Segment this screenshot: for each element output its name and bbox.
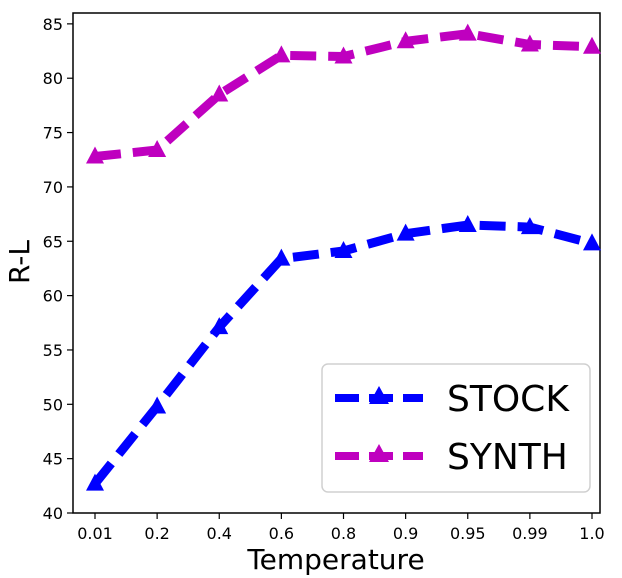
legend-stock-marker (369, 386, 389, 404)
y-tick-label: 40 (43, 504, 63, 523)
y-tick-label: 45 (43, 450, 63, 469)
x-tick-label: 0.01 (77, 524, 113, 543)
x-tick-label: 0.95 (450, 524, 486, 543)
legend: STOCK SYNTH (321, 363, 591, 493)
x-tick-label: 0.8 (331, 524, 356, 543)
y-tick-label: 50 (43, 395, 63, 414)
data-point-synth (148, 139, 167, 157)
data-point-synth (583, 36, 601, 54)
data-point-synth (272, 45, 291, 63)
data-point-synth (520, 34, 539, 52)
data-point-synth (396, 31, 415, 49)
y-axis-label: R-L (3, 240, 36, 284)
data-point-synth (210, 84, 229, 102)
data-point-stock (334, 241, 353, 259)
x-axis-ticks: 0.01 0.2 0.4 0.6 0.8 0.9 0.95 0.99 1.0 (77, 513, 605, 543)
x-tick-label: 0.99 (512, 524, 548, 543)
data-point-synth (334, 46, 353, 64)
data-point-stock (210, 317, 229, 335)
legend-stock-label: STOCK (447, 379, 570, 420)
data-point-stock (272, 248, 291, 266)
y-tick-label: 85 (43, 15, 63, 34)
data-point-stock (86, 473, 104, 491)
y-tick-label: 55 (43, 341, 63, 360)
series-layer (86, 23, 601, 491)
data-point-stock (583, 233, 601, 251)
legend-synth-marker (369, 444, 389, 462)
data-point-stock (148, 396, 167, 414)
x-tick-label: 0.9 (393, 524, 418, 543)
x-axis-label: Temperature (246, 543, 424, 576)
x-tick-label: 0.4 (207, 524, 232, 543)
y-tick-label: 60 (43, 287, 63, 306)
y-tick-label: 80 (43, 69, 63, 88)
x-tick-label: 0.6 (269, 524, 294, 543)
data-point-synth (458, 23, 477, 41)
x-tick-label: 0.2 (144, 524, 169, 543)
y-tick-label: 75 (43, 124, 63, 143)
data-point-synth (86, 146, 104, 164)
y-axis-ticks: 40 45 50 55 60 65 70 75 80 85 (43, 15, 73, 523)
y-tick-label: 65 (43, 232, 63, 251)
y-tick-label: 70 (43, 178, 63, 197)
data-point-stock (458, 214, 477, 232)
x-tick-label: 1.0 (579, 524, 604, 543)
legend-synth-label: SYNTH (447, 437, 568, 478)
data-point-stock (396, 223, 415, 241)
data-point-stock (520, 217, 539, 235)
